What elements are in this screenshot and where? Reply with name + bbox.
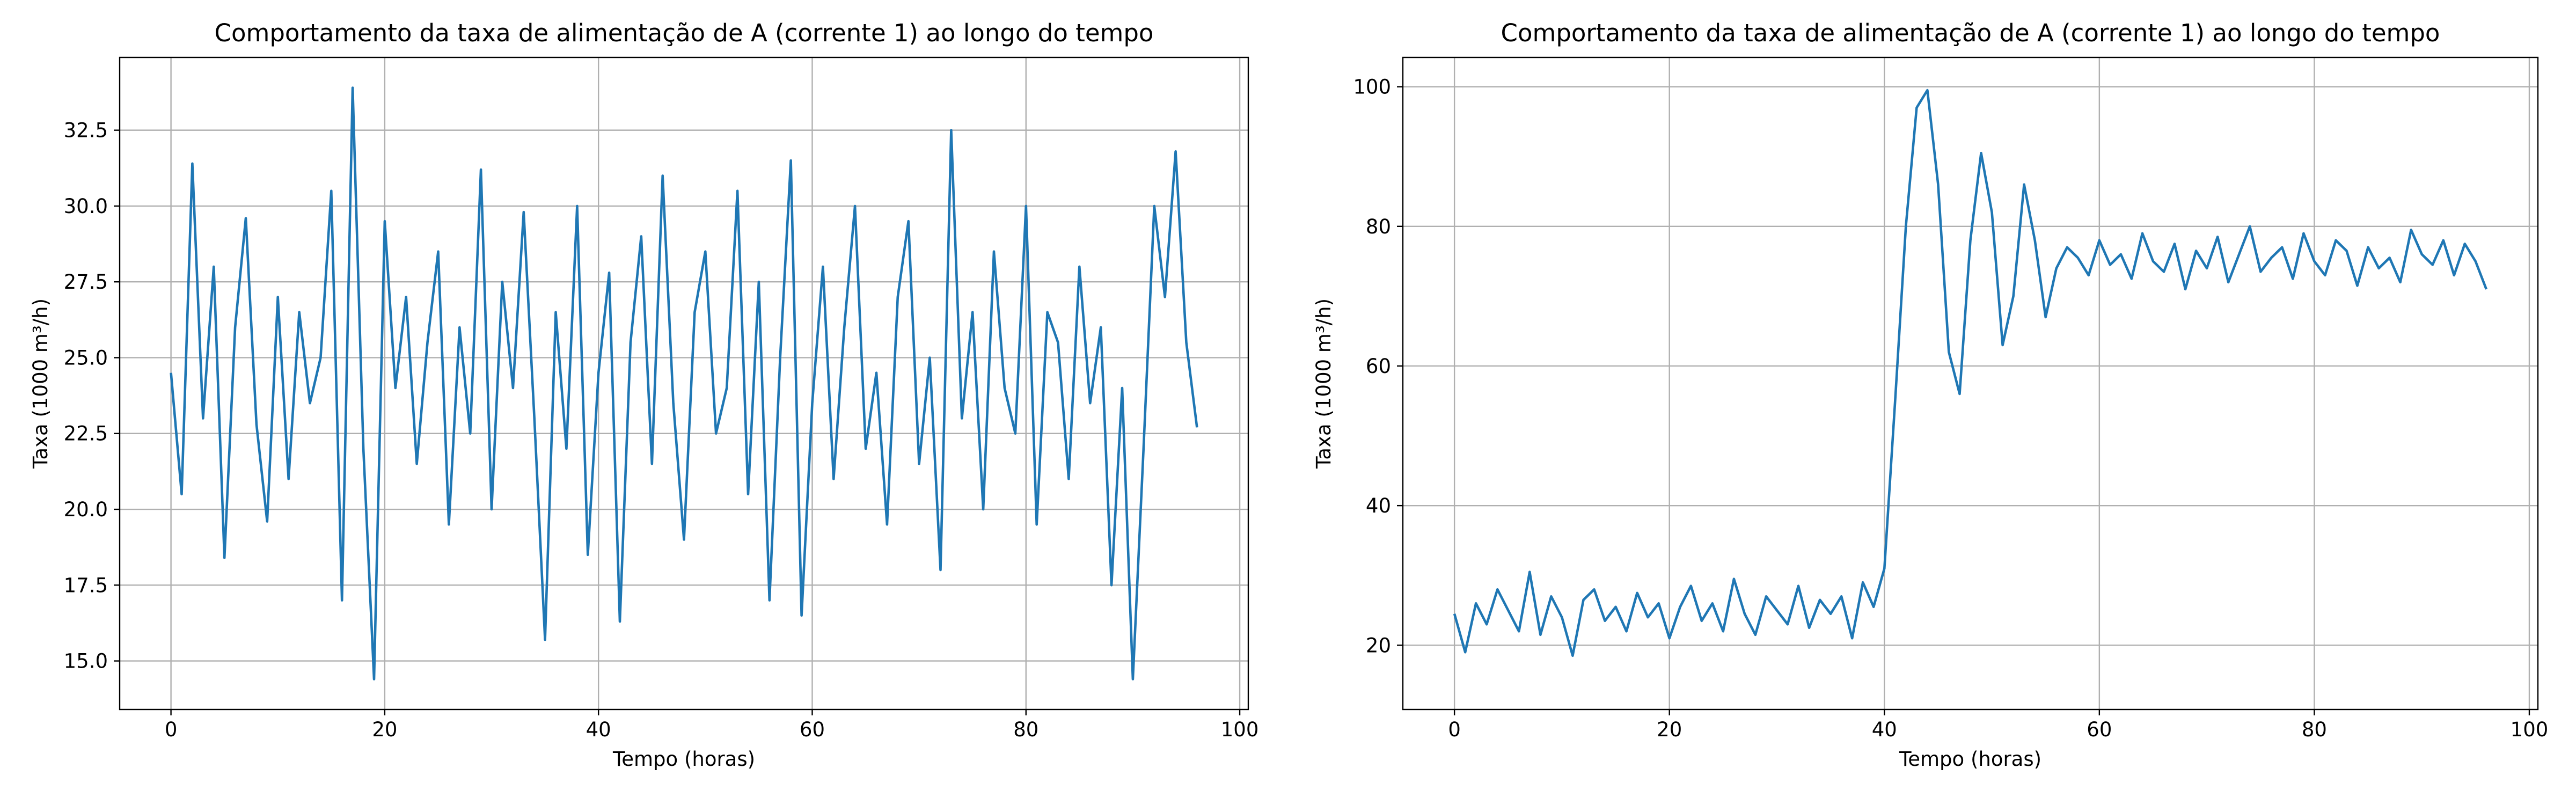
- y-tick-label: 30.0: [64, 195, 108, 218]
- x-tick-label: 0: [1448, 718, 1461, 741]
- y-tick-label: 60: [1366, 355, 1391, 378]
- y-tick-label: 20.0: [64, 498, 108, 521]
- x-axis-label: Tempo (horas): [1899, 748, 2041, 771]
- y-tick-label: 20: [1366, 634, 1391, 657]
- data-line: [1453, 89, 2488, 657]
- chart-title: Comportamento da taxa de alimentação de …: [215, 19, 1154, 47]
- x-tick-label: 0: [165, 718, 178, 741]
- y-axis-label: Taxa (1000 m³/h): [1312, 298, 1335, 469]
- x-tick-label: 100: [1221, 718, 1259, 741]
- x-tick-label: 20: [1657, 718, 1682, 741]
- y-tick-label: 27.5: [64, 270, 108, 294]
- y-tick-label: 25.0: [64, 346, 108, 369]
- y-tick-label: 100: [1353, 76, 1391, 99]
- x-axis-label: Tempo (horas): [612, 748, 755, 771]
- y-tick-label: 15.0: [64, 650, 108, 673]
- y-tick-label: 40: [1366, 494, 1391, 517]
- y-tick-label: 22.5: [64, 422, 108, 445]
- chart-title: Comportamento da taxa de alimentação de …: [1501, 19, 2440, 47]
- axes-frame: [1402, 56, 2539, 711]
- y-tick-label: 32.5: [64, 119, 108, 142]
- axes-frame: [119, 56, 1249, 711]
- x-tick-label: 100: [2511, 718, 2549, 741]
- x-tick-label: 80: [1013, 718, 1038, 741]
- y-axis-label: Taxa (1000 m³/h): [29, 298, 52, 469]
- x-tick-label: 40: [586, 718, 611, 741]
- y-tick-label: 17.5: [64, 574, 108, 597]
- x-tick-label: 80: [2302, 718, 2327, 741]
- x-tick-label: 40: [1872, 718, 1897, 741]
- x-tick-label: 60: [2087, 718, 2112, 741]
- y-tick-label: 80: [1366, 215, 1391, 238]
- x-tick-label: 60: [800, 718, 825, 741]
- x-tick-label: 20: [372, 718, 397, 741]
- data-line: [170, 86, 1198, 680]
